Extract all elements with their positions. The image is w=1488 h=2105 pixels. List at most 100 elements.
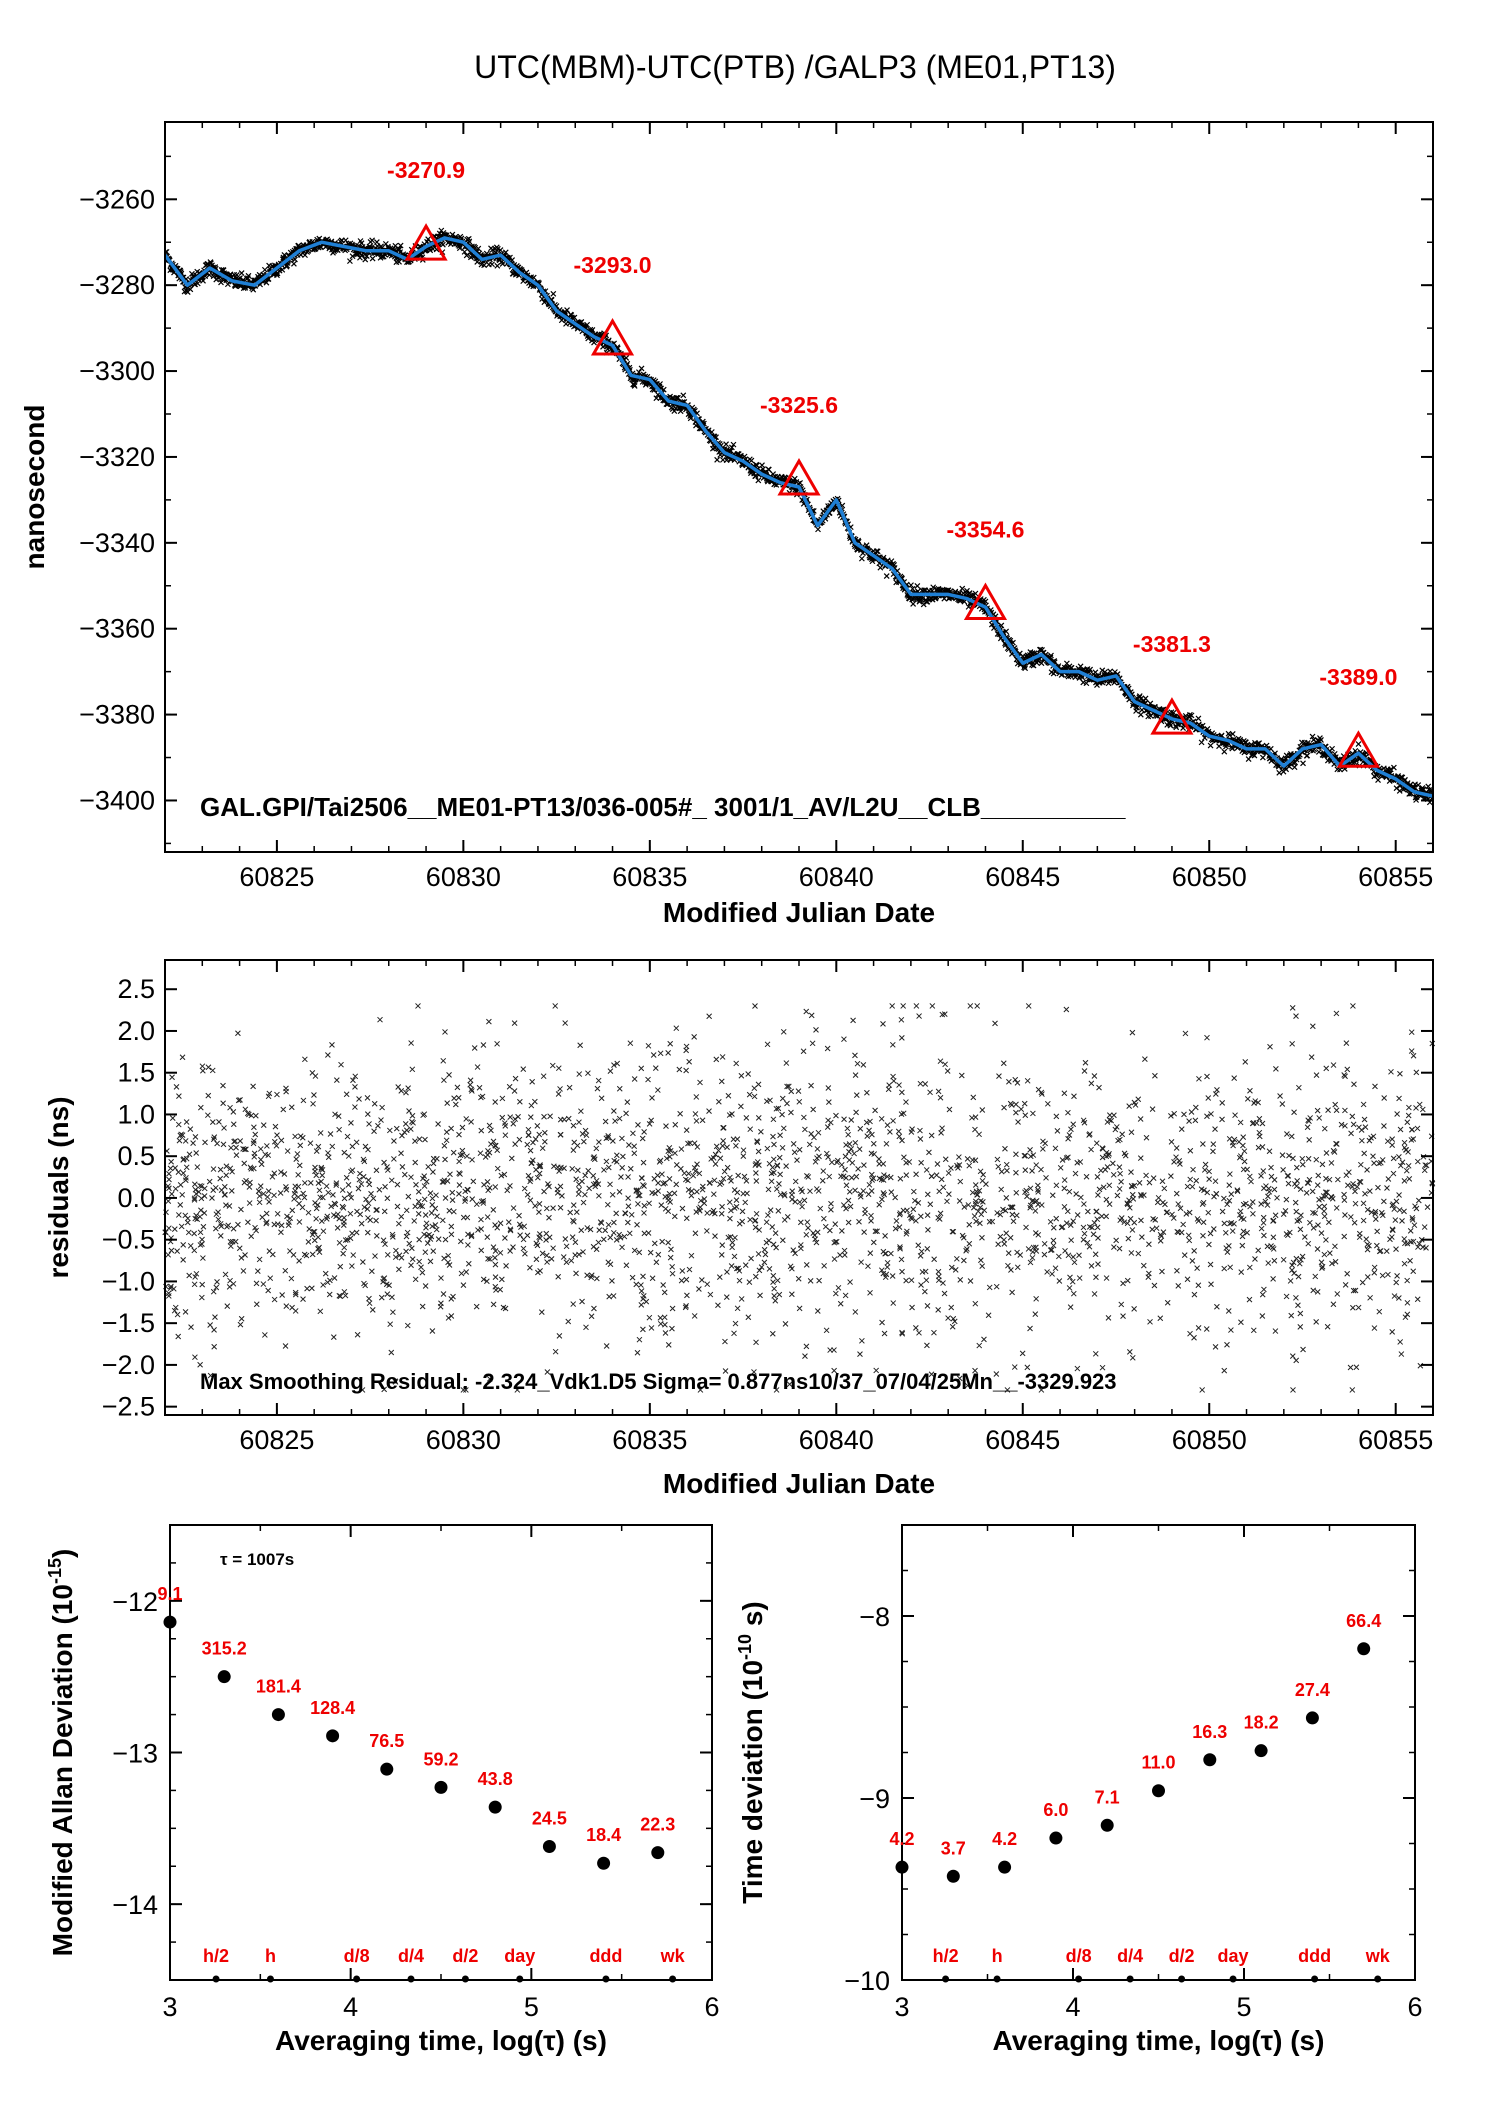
data-point (714, 456, 721, 463)
data-point (1315, 749, 1322, 755)
residual-point (444, 1100, 451, 1106)
residual-point (647, 1249, 654, 1256)
residual-point (492, 1274, 499, 1280)
residual-point (534, 1123, 541, 1129)
residual-point (174, 1311, 181, 1318)
residual-point (341, 1244, 348, 1251)
residual-point (1035, 1182, 1041, 1189)
residual-point (1118, 1178, 1124, 1185)
residual-point (406, 1240, 413, 1247)
residual-point (373, 1217, 379, 1224)
residual-point (623, 1262, 630, 1269)
residual-point (183, 1119, 190, 1125)
residual-point (1292, 1199, 1299, 1206)
residual-point (819, 1177, 826, 1184)
residual-point (1185, 1232, 1192, 1239)
residual-point (1342, 1212, 1348, 1218)
residual-point (1053, 1215, 1060, 1222)
residual-point (1200, 1219, 1207, 1226)
residual-point (1258, 1173, 1264, 1179)
residual-point (442, 1029, 448, 1035)
residual-point (1204, 1189, 1211, 1196)
residual-point (197, 1229, 204, 1236)
data-point (914, 583, 921, 589)
data-point (1195, 715, 1202, 722)
residual-point (805, 1225, 811, 1231)
marker-label: -3354.6 (946, 517, 1024, 543)
residual-point (814, 1146, 821, 1152)
residual-point (336, 1126, 343, 1133)
residual-point (733, 1142, 739, 1149)
residual-point (966, 1240, 973, 1247)
residual-point (609, 1278, 615, 1284)
residual-point (1419, 1106, 1426, 1113)
x-tick-label: 60830 (426, 862, 501, 892)
residual-point (653, 1259, 660, 1266)
residual-point (439, 1217, 446, 1224)
residual-point (1333, 1107, 1340, 1114)
residual-point (1002, 1145, 1008, 1152)
residual-point (593, 1145, 600, 1152)
residual-point (199, 1236, 205, 1243)
residual-point (600, 1236, 607, 1243)
residual-point (1205, 1209, 1212, 1216)
residual-point (649, 1094, 655, 1101)
residual-point (1293, 1164, 1300, 1171)
residual-point (1120, 1280, 1126, 1287)
residual-point (777, 1171, 783, 1178)
residual-point (1151, 1282, 1158, 1289)
residual-point (570, 1122, 577, 1129)
data-point (362, 256, 369, 263)
residual-point (635, 1122, 641, 1128)
residual-point (764, 1145, 771, 1152)
residual-point (1372, 1083, 1378, 1090)
residual-point (1126, 1349, 1133, 1355)
residual-point (571, 1139, 578, 1146)
residual-point (852, 1187, 858, 1194)
residual-point (1118, 1301, 1125, 1308)
residual-point (242, 1252, 248, 1258)
residual-point (903, 1099, 909, 1105)
residual-point (577, 1042, 584, 1049)
residual-point (1111, 1112, 1117, 1119)
residual-point (1091, 1073, 1098, 1079)
residual-point (364, 1229, 371, 1236)
residual-point (1038, 1166, 1044, 1173)
residual-point (1313, 1156, 1320, 1163)
residual-point (1355, 1304, 1362, 1311)
residual-point (1240, 1134, 1247, 1140)
residual-point (815, 1129, 822, 1136)
residual-point (654, 1087, 661, 1093)
residual-point (168, 1158, 175, 1165)
residual-point (174, 1248, 181, 1255)
residual-point (478, 1247, 485, 1254)
residual-point (282, 1343, 289, 1349)
residual-point (825, 1117, 831, 1124)
residual-point (868, 1188, 875, 1194)
residual-point (813, 1027, 819, 1033)
residual-point (831, 1256, 838, 1262)
residual-point (1061, 1090, 1068, 1097)
residual-point (966, 1162, 973, 1169)
residual-point (557, 1086, 563, 1092)
residual-point (237, 1138, 244, 1144)
residual-point (937, 1210, 944, 1217)
residual-point (422, 1212, 429, 1218)
data-point (363, 253, 370, 259)
residual-point (191, 1230, 198, 1237)
residual-point (412, 1159, 419, 1166)
residual-point (766, 1160, 773, 1167)
residual-point (182, 1309, 189, 1315)
residual-point (484, 1214, 491, 1220)
residual-point (358, 1220, 365, 1227)
residual-point (852, 1309, 859, 1315)
residual-point (683, 1043, 690, 1050)
residual-point (910, 1188, 917, 1195)
residual-point (1199, 1387, 1206, 1393)
residual-point (1069, 1278, 1076, 1285)
residual-point (972, 1300, 979, 1307)
residual-point (1228, 1327, 1234, 1333)
residual-point (415, 1003, 421, 1009)
residual-point (507, 1183, 513, 1189)
data-point (760, 466, 766, 472)
